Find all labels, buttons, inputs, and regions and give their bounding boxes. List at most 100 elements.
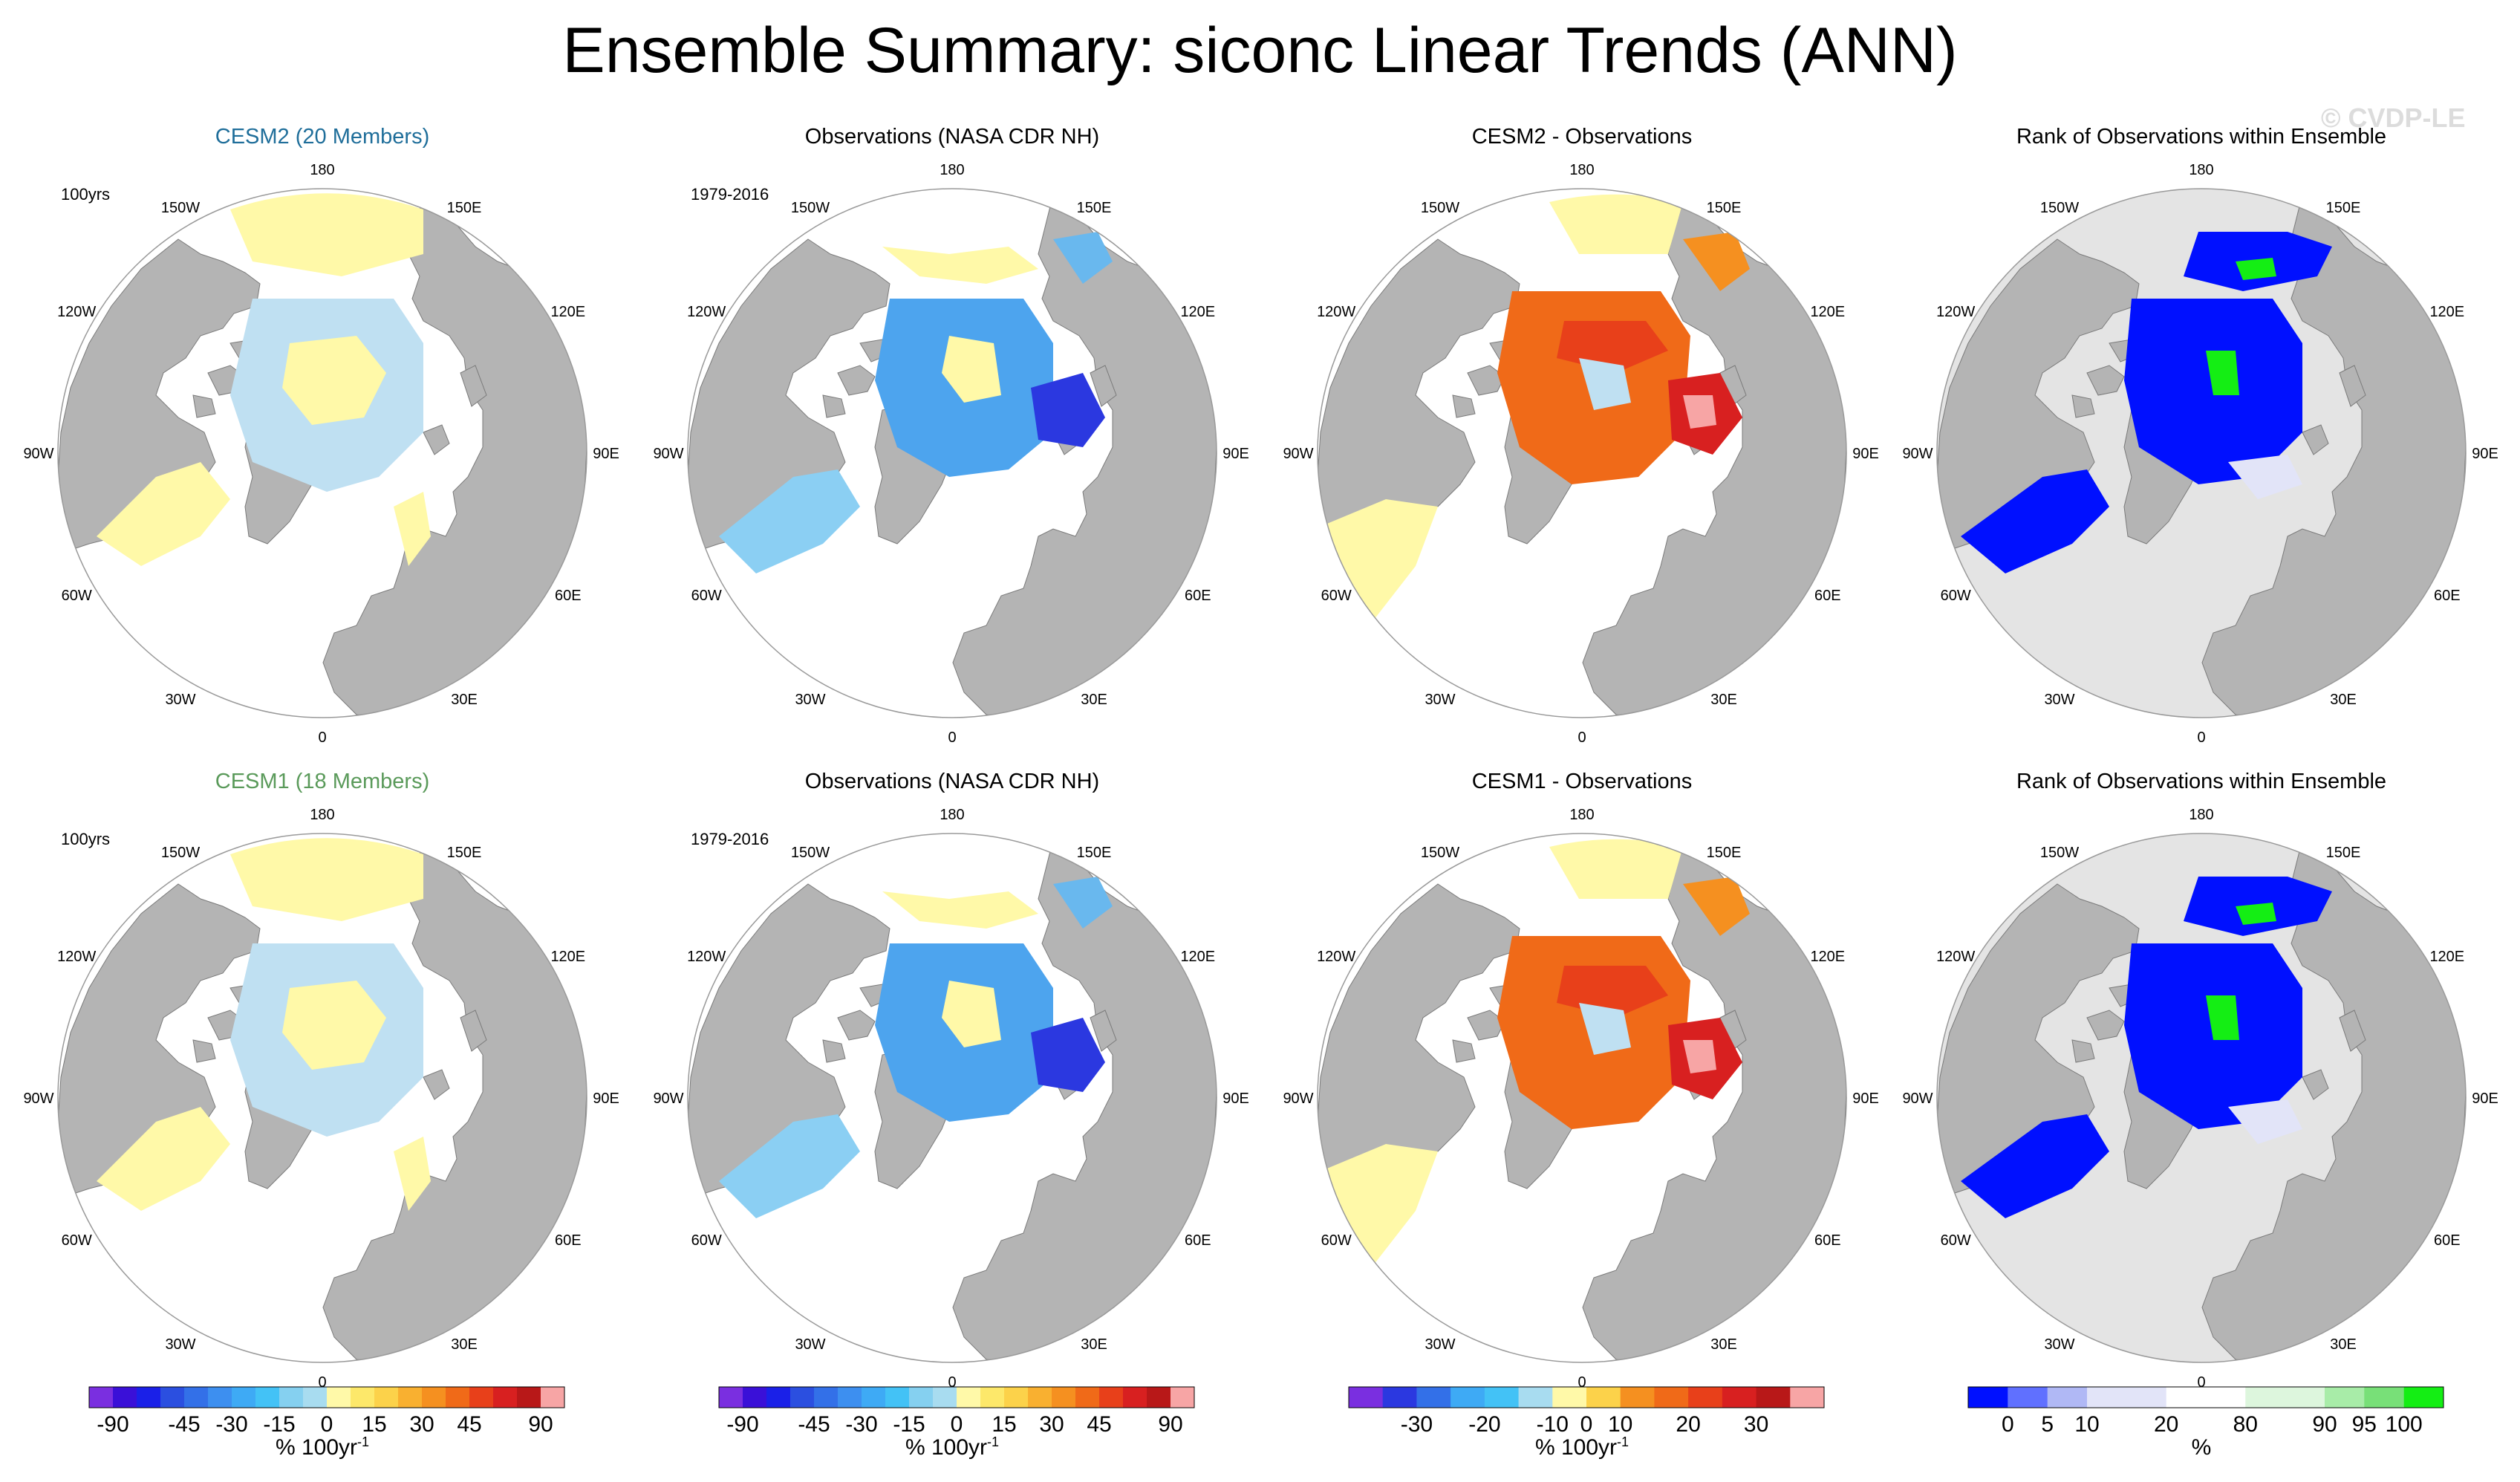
land-mass-7 xyxy=(2339,1010,2366,1052)
land-mass-4 xyxy=(1452,394,1476,418)
colorbar-swatch xyxy=(89,1387,114,1408)
longitude-label: 30W xyxy=(165,1336,195,1353)
colorbar-tick-label: 80 xyxy=(2233,1412,2258,1434)
colorbar-swatch xyxy=(208,1387,232,1408)
longitude-label: 180 xyxy=(1569,807,1594,823)
longitude-label: 120E xyxy=(2429,304,2464,320)
longitude-label: 30E xyxy=(1710,1336,1737,1353)
longitude-label: 0 xyxy=(318,1374,326,1391)
colorbar-swatch xyxy=(279,1387,304,1408)
polar-map: 180 150E 120E 90E 60E 30E 0 30W 60W 90W 120W 150W xyxy=(1902,807,2498,1391)
trend-region-5 xyxy=(1961,469,2109,573)
colorbar-tick-label: 20 xyxy=(1676,1412,1700,1434)
colorbar-swatch xyxy=(719,1387,743,1408)
longitude-label: 150E xyxy=(447,845,482,861)
colorbar-tick-label: 90 xyxy=(1158,1412,1182,1434)
longitude-label: 30E xyxy=(1081,1336,1107,1353)
colorbar-tick-label: 30 xyxy=(1744,1412,1768,1434)
colorbar-swatch xyxy=(1620,1387,1655,1408)
colorbar-tick-label: -10 xyxy=(1537,1412,1569,1434)
panel-title: Rank of Observations within Ensemble xyxy=(2016,770,2387,793)
colorbar-swatch xyxy=(303,1387,328,1408)
colorbar-tick-label: -45 xyxy=(798,1412,830,1434)
longitude-label: 150E xyxy=(1077,845,1112,861)
colorbar-swatch xyxy=(232,1387,256,1408)
panel-obs-trend-1: Observations (NASA CDR NH) 1979-2016 180… xyxy=(637,123,1267,770)
land-mass-1 xyxy=(688,883,891,1197)
colorbar-swatch xyxy=(2285,1387,2325,1408)
trend-region-3 xyxy=(2206,995,2239,1040)
colorbar-swatch xyxy=(2126,1387,2167,1408)
longitude-label: 30E xyxy=(451,1336,478,1353)
trend-region-1 xyxy=(1053,232,1113,284)
trend-region-1 xyxy=(1683,232,1750,291)
colorbar-swatch xyxy=(1688,1387,1723,1408)
colorbar-swatch xyxy=(351,1387,375,1408)
longitude-label: 120W xyxy=(687,304,726,320)
longitude-label: 120W xyxy=(687,949,726,965)
map-border xyxy=(687,188,1217,718)
longitude-label: 150W xyxy=(2040,200,2079,216)
colorbar-swatch xyxy=(838,1387,862,1408)
colorbar-tick-label: 45 xyxy=(457,1412,481,1434)
longitude-label: 120W xyxy=(57,304,96,320)
colorbar-tick-label: 45 xyxy=(1087,1412,1111,1434)
longitude-label: 60W xyxy=(1941,1232,1971,1249)
panel-title: CESM2 - Observations xyxy=(1471,125,1693,149)
colorbar-tick-label: -15 xyxy=(263,1412,295,1434)
colorbar-swatch xyxy=(1654,1387,1689,1408)
longitude-label: 90E xyxy=(593,446,619,462)
colorbar-frame xyxy=(718,1386,1195,1408)
colorbar-swatch xyxy=(2206,1387,2246,1408)
longitude-label: 30E xyxy=(451,692,478,708)
longitude-label: 90E xyxy=(1222,1091,1249,1107)
land-mass-4 xyxy=(1452,1039,1476,1063)
land-mass-7 xyxy=(460,1010,487,1052)
trend-region-1 xyxy=(1683,877,1750,936)
map-border xyxy=(687,833,1217,1363)
panel-title: Observations (NASA CDR NH) xyxy=(804,125,1100,149)
longitude-label: 30W xyxy=(795,692,825,708)
map-border xyxy=(57,188,587,718)
colorbar-swatch xyxy=(469,1387,494,1408)
longitude-label: 0 xyxy=(948,1374,956,1391)
land-mass-6 xyxy=(2302,1069,2329,1100)
colorbar-swatch xyxy=(1416,1387,1451,1408)
colorbar-swatch xyxy=(814,1387,839,1408)
colorbar-tick-label: 10 xyxy=(2074,1412,2099,1434)
colorbar-tick-label: 95 xyxy=(2352,1412,2377,1434)
trend-region-5 xyxy=(719,469,860,573)
colorbar-swatch xyxy=(1147,1387,1171,1408)
colorbar-swatch xyxy=(2245,1387,2286,1408)
colorbar-swatch xyxy=(1171,1387,1195,1408)
longitude-label: 30E xyxy=(2330,1336,2357,1353)
longitude-label: 0 xyxy=(318,729,326,746)
polar-map: 180 150E 120E 90E 60E 30E 0 30W 60W 90W 120W 150W xyxy=(1902,162,2498,746)
map-border xyxy=(1317,833,1847,1363)
land-mass-3 xyxy=(2086,1010,2125,1041)
trend-region-5 xyxy=(719,1114,860,1218)
longitude-label: 0 xyxy=(2197,729,2205,746)
colorbar-swatch xyxy=(743,1387,767,1408)
longitude-label: 60W xyxy=(691,1232,722,1249)
land-mass-4 xyxy=(192,1039,216,1063)
longitude-label: 120E xyxy=(1810,949,1845,965)
trend-region-3 xyxy=(97,1107,230,1211)
land-mass-6 xyxy=(2302,424,2329,455)
colorbar-graphic: 0 5 10 20 80 90 95 100 xyxy=(1967,1386,2444,1434)
longitude-label: 30W xyxy=(1425,1336,1455,1353)
longitude-label: 150E xyxy=(1707,845,1742,861)
colorbar-swatch xyxy=(541,1387,565,1408)
colorbar-swatch xyxy=(1004,1387,1029,1408)
longitude-label: 180 xyxy=(310,162,334,178)
land-mass-6 xyxy=(423,424,450,455)
longitude-label: 60W xyxy=(62,1232,92,1249)
panel-subtitle: 1979-2016 xyxy=(691,185,769,204)
land-mass-7 xyxy=(1090,365,1117,407)
panel-title: CESM1 - Observations xyxy=(1471,770,1693,793)
trend-region-1 xyxy=(2236,903,2276,925)
longitude-label: 0 xyxy=(1578,729,1586,746)
longitude-label: 90E xyxy=(593,1091,619,1107)
colorbar-swatch xyxy=(184,1387,209,1408)
polar-map: 180 150E 120E 90E 60E 30E 0 30W 60W 90W 120W 150W xyxy=(23,807,619,1391)
